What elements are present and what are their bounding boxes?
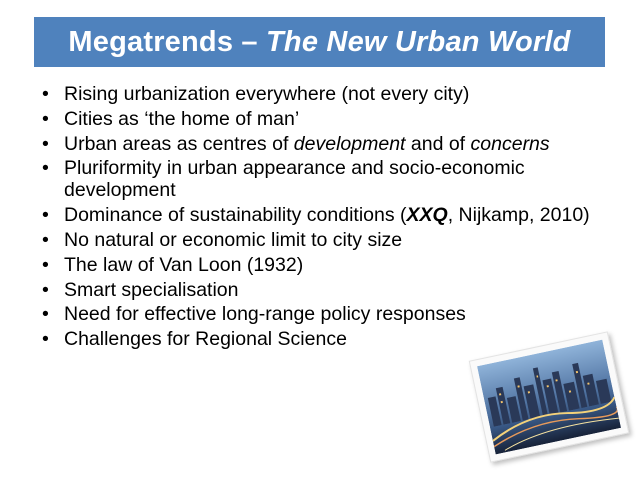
bullet-icon: • bbox=[42, 253, 49, 276]
bullet-text: Challenges for Regional Science bbox=[64, 328, 347, 351]
bullet-text: Smart specialisation bbox=[64, 278, 239, 301]
bullet-text: Cities as ‘the home of man’ bbox=[64, 107, 300, 130]
bullet-text-emphasis: concerns bbox=[470, 132, 550, 155]
slide-title: Megatrends – The New Urban World bbox=[34, 17, 605, 67]
bullet-icon: • bbox=[42, 228, 49, 251]
bullet-icon: • bbox=[42, 107, 49, 130]
bullet-text-post: , Nijkamp, 2010) bbox=[447, 204, 590, 227]
bullet-text-emphasis: development bbox=[293, 132, 406, 155]
bullet-icon: • bbox=[42, 83, 49, 105]
bullet-list: • Rising urbanization everywhere (not eve… bbox=[40, 83, 610, 353]
bullet-icon: • bbox=[42, 328, 49, 351]
bullet-item: • Need for effective long-range policy re… bbox=[40, 303, 610, 325]
bullet-item: • Smart specialisation bbox=[40, 279, 610, 301]
bullet-item: • Rising urbanization everywhere (not eve… bbox=[40, 83, 610, 105]
bullet-item: • Challenges for Regional Science bbox=[40, 328, 610, 350]
bullet-text: No natural or economic limit to city siz… bbox=[64, 228, 403, 251]
bullet-text-strong: XXQ bbox=[406, 204, 448, 227]
city-skyline-icon bbox=[477, 339, 621, 455]
bullet-icon: • bbox=[42, 278, 49, 301]
bullet-icon: • bbox=[42, 204, 49, 227]
bullet-text-pre: Dominance of sustainability conditions ( bbox=[64, 204, 407, 227]
bullet-icon: • bbox=[42, 303, 49, 326]
bullet-text-mid: and of bbox=[405, 132, 471, 155]
bullet-item: • Cities as ‘the home of man’ bbox=[40, 108, 610, 130]
bullet-text: Rising urbanization everywhere (not ever… bbox=[64, 83, 470, 105]
bullet-text-pre: Urban areas as centres of bbox=[64, 132, 294, 155]
bullet-item: • No natural or economic limit to city si… bbox=[40, 229, 610, 251]
bullet-text: Pluriformity in urban appearance and soc… bbox=[64, 157, 525, 202]
bullet-item: • The law of Van Loon (1932) bbox=[40, 254, 610, 276]
bullet-icon: • bbox=[42, 157, 49, 180]
bullet-text: Need for effective long-range policy res… bbox=[64, 303, 466, 326]
bullet-item: • Pluriformity in urban appearance and so… bbox=[40, 157, 610, 201]
bullet-item: • Urban areas as centres of development a… bbox=[40, 133, 610, 155]
bullet-icon: • bbox=[42, 132, 49, 155]
bullet-text: The law of Van Loon (1932) bbox=[64, 253, 304, 276]
slide-title-italic: The New Urban World bbox=[266, 25, 571, 58]
slide-title-plain: Megatrends – bbox=[68, 25, 267, 58]
bullet-item: • Dominance of sustainability conditions … bbox=[40, 204, 610, 226]
city-skyline-photo bbox=[468, 331, 630, 463]
